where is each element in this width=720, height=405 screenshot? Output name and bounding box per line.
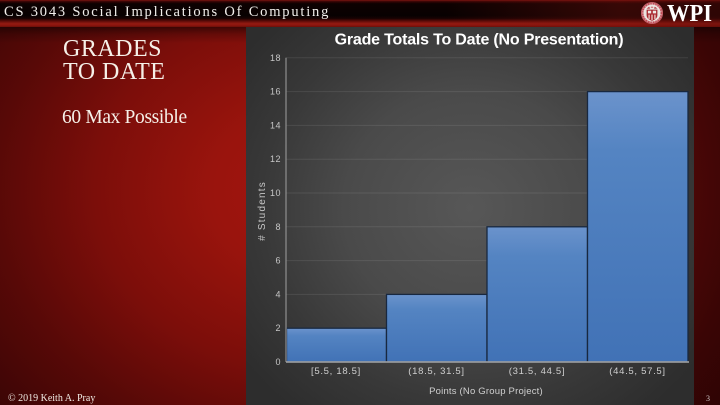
svg-text:18: 18	[270, 53, 281, 63]
svg-text:4: 4	[275, 289, 281, 299]
svg-text:(44.5, 57.5]: (44.5, 57.5]	[609, 366, 665, 377]
svg-text:# Students: # Students	[257, 181, 268, 241]
svg-text:10: 10	[270, 188, 281, 198]
svg-text:16: 16	[270, 87, 281, 97]
svg-text:14: 14	[270, 120, 281, 130]
svg-text:(31.5, 44.5]: (31.5, 44.5]	[509, 366, 565, 377]
svg-text:[5.5, 18.5]: [5.5, 18.5]	[311, 366, 361, 377]
svg-text:0: 0	[275, 357, 281, 367]
svg-text:WPI: WPI	[667, 1, 712, 26]
svg-text:(18.5, 31.5]: (18.5, 31.5]	[408, 366, 464, 377]
svg-text:Grade Totals To Date (No Prese: Grade Totals To Date (No Presentation)	[335, 32, 624, 49]
svg-text:12: 12	[270, 154, 281, 164]
svg-text:8: 8	[275, 222, 281, 232]
svg-text:2: 2	[275, 323, 281, 333]
svg-text:6: 6	[275, 256, 281, 266]
svg-text:Points (No Group Project): Points (No Group Project)	[429, 386, 543, 397]
